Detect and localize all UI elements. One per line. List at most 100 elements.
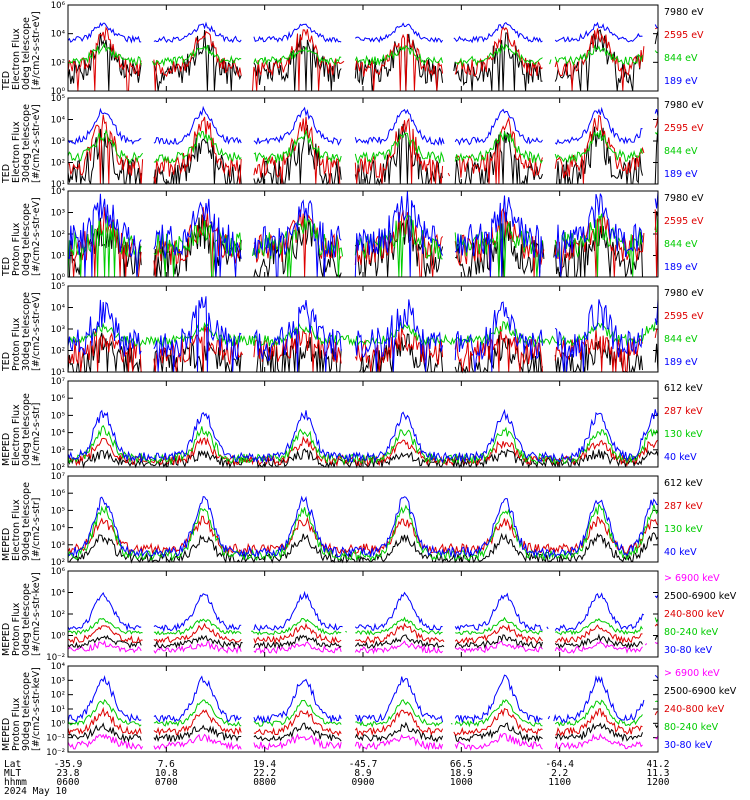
series-line (67, 332, 659, 374)
series-line (67, 674, 659, 725)
series-line (67, 706, 659, 737)
series-line (67, 105, 659, 146)
y-tick-label: 10³ (51, 137, 65, 147)
panel-5: MEPED Electron Flux 0deg telescope [#/cm2-s… (0, 377, 750, 473)
legend-entry: 189 eV (664, 262, 698, 273)
legend-entry: 2500-6900 keV (664, 686, 737, 697)
panel-plot: 10⁴ 10³ 10² 10¹ 10⁰ 10⁻¹ 10⁻² (46, 662, 659, 758)
x-tick-mlt: 18.9 (449, 768, 473, 779)
y-tick-label: 10⁰ (51, 632, 66, 642)
y-tick-label: 10⁵ (51, 94, 65, 104)
legend-entry: 7980 eV (664, 288, 704, 299)
y-tick-label: 10⁶ (51, 567, 66, 577)
y-tick-label: 10² (51, 159, 65, 169)
legend-entry: 189 eV (664, 169, 698, 180)
panel-plot: 10⁵ 10⁴ 10³ 10² 10¹ (51, 282, 659, 378)
series-line (67, 515, 659, 556)
x-tick-hhmm: 0800 (253, 777, 277, 788)
x-tick-hhmm: 1100 (548, 777, 572, 788)
panel-plot: 10⁴ 10³ 10² 10¹ 10⁰ (51, 187, 659, 283)
x-tick-hhmm: 0600 (56, 777, 80, 788)
y-tick-label: 10⁴ (51, 304, 66, 314)
y-tick-label: 10³ (51, 209, 65, 219)
legend-entry: 844 eV (664, 146, 698, 157)
y-tick-label: 10¹ (51, 180, 65, 190)
legend-entry: 30-80 keV (664, 740, 713, 751)
y-tick-label: 10³ (51, 541, 65, 551)
legend-entry: 40 keV (664, 547, 697, 558)
legend-entry: 7980 eV (664, 193, 704, 204)
series-line (67, 698, 659, 728)
legend-entry: 30-80 keV (664, 645, 713, 656)
series-line (67, 191, 659, 278)
panel-plot: 10⁵ 10⁴ 10³ 10² 10¹ (51, 94, 659, 190)
panel-3: TED Proton Flux 0deg telescope [#/cm2-s-str… (0, 187, 750, 283)
x-tick-hhmm: 0700 (154, 777, 178, 788)
y-tick-label: 10⁶ (51, 489, 66, 499)
y-tick-label: 10² (51, 610, 65, 620)
legend-entry: 130 keV (664, 524, 703, 535)
x-tick-mlt: 2.2 (551, 768, 569, 779)
y-tick-label: 10⁴ (51, 524, 66, 534)
y-tick-label: 10⁻¹ (46, 734, 65, 744)
panel-plot: 10⁷ 10⁶ 10⁵ 10⁴ 10³ 10² (51, 472, 659, 568)
legend-entry: 240-800 keV (664, 704, 725, 715)
panel-1: TED Electron Flux 0deg telescope [#/cm2-s-s… (0, 1, 750, 97)
y-tick-label: 10⁰ (51, 273, 66, 283)
y-tick-label: 10² (51, 347, 65, 357)
panel-plot: 10⁷ 10⁶ 10⁵ 10⁴ 10³ 10² (51, 377, 659, 473)
legend-entry: 844 eV (664, 53, 698, 64)
series-line (67, 640, 659, 655)
series-line (67, 495, 659, 559)
legend-entry: 2500-6900 keV (664, 591, 737, 602)
series-line (67, 21, 659, 44)
legend-entry: 80-240 keV (664, 627, 719, 638)
y-tick-label: 10⁷ (51, 377, 66, 387)
y-tick-label: 10⁶ (51, 1, 66, 11)
x-tick-mlt: 10.8 (154, 768, 178, 779)
y-tick-label: 10² (51, 691, 65, 701)
legend-entry: > 6900 keV (664, 573, 720, 584)
y-tick-label: 10⁴ (51, 429, 66, 439)
x-tick-lat: -35.9 (53, 759, 83, 770)
x-tick-hhmm: 0900 (351, 777, 375, 788)
x-tick-hhmm: 1000 (449, 777, 473, 788)
y-tick-label: 10⁴ (51, 30, 66, 40)
x-tick-lat: 66.5 (449, 759, 473, 770)
y-tick-label: 10⁴ (51, 187, 66, 197)
series-line (67, 129, 659, 166)
x-tick-lat: 19.4 (253, 759, 277, 770)
y-tick-label: 10⁴ (51, 116, 66, 126)
legend-entry: 844 eV (664, 239, 698, 250)
series-line (67, 26, 659, 92)
legend-entry: 240-800 keV (664, 609, 725, 620)
series-line (67, 320, 658, 348)
series-line (67, 633, 659, 650)
y-tick-label: 10⁴ (51, 662, 66, 672)
date-label: 2024 May 10 (4, 786, 67, 797)
y-tick-label: 10³ (51, 325, 65, 335)
series-line (67, 616, 659, 636)
legend-entry: 2595 eV (664, 216, 704, 227)
panel-8: MEPED Proton Flux 90deg telescope [#/cm2-s-… (0, 662, 750, 758)
legend-entry: 2595 eV (664, 311, 704, 322)
series-line (67, 114, 659, 185)
legend-entry: 612 keV (664, 478, 703, 489)
legend-entry: 2595 eV (664, 30, 704, 41)
y-tick-label: 10² (51, 558, 65, 568)
y-tick-label: 10² (51, 230, 65, 240)
panel-plot: 10⁶ 10⁴ 10² 10⁰ (51, 1, 659, 97)
y-tick-label: 10¹ (51, 705, 65, 715)
y-tick-label: 10⁻² (46, 653, 65, 663)
panel-7: MEPED Proton Flux 0deg telescope [#/cm2-s-s… (0, 567, 750, 663)
y-tick-label: 10⁻² (46, 748, 65, 758)
y-tick-label: 10⁰ (51, 87, 66, 97)
y-tick-label: 10¹ (51, 252, 65, 262)
legend-entry: 7980 eV (664, 100, 704, 111)
legend-entry: > 6900 keV (664, 668, 720, 679)
x-tick-mlt: 22.2 (253, 768, 277, 779)
series-line (67, 732, 659, 751)
series-line (67, 42, 659, 68)
hhmm-label: hhmm (4, 777, 27, 788)
x-tick-lat: 7.6 (157, 759, 175, 770)
